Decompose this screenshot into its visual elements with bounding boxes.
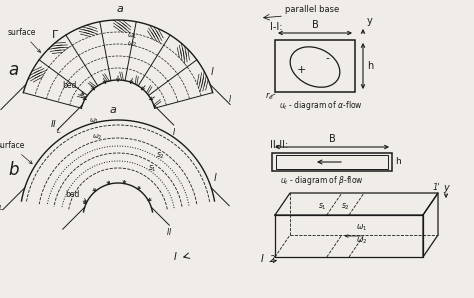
Text: $L$: $L$ [56,126,62,135]
Text: bed: bed [65,190,86,201]
Text: I-I:: I-I: [270,22,283,32]
Text: h: h [395,158,401,167]
Text: $\omega_2$: $\omega_2$ [91,133,102,142]
Text: $\omega_1$: $\omega_1$ [356,223,368,233]
Text: $u_t$ - diagram of $\alpha$-flow: $u_t$ - diagram of $\alpha$-flow [279,99,363,112]
Text: -: - [325,53,329,63]
Text: a: a [117,4,123,14]
Text: $\omega_1$: $\omega_1$ [90,117,100,126]
Text: B: B [311,20,319,30]
Text: $I$: $I$ [173,250,178,262]
Text: $L$: $L$ [0,203,3,212]
Text: $II$: $II$ [50,118,57,129]
Text: $\omega_1$: $\omega_1$ [127,32,137,41]
Text: $s_1$: $s_1$ [148,164,157,174]
Text: h: h [367,61,373,71]
Text: $u_t$ - diagram of $\beta$-flow: $u_t$ - diagram of $\beta$-flow [280,174,364,187]
Text: y: y [367,16,373,26]
Text: surface: surface [8,28,40,52]
Text: $I$: $I$ [260,252,264,264]
Text: $\Gamma$: $\Gamma$ [51,28,59,40]
Text: 2: 2 [270,255,275,264]
Text: a: a [109,105,117,115]
Text: $s_2$: $s_2$ [340,202,349,212]
Text: $\omega_2$: $\omega_2$ [356,235,368,246]
Text: $l$: $l$ [210,65,215,77]
Text: $r_e$: $r_e$ [265,90,274,102]
Text: $s_1$: $s_1$ [319,202,327,212]
Text: $I$: $I$ [228,94,232,105]
Text: surface: surface [0,141,32,164]
Text: +: + [296,65,306,75]
Bar [275,40,355,92]
Text: parallel base: parallel base [285,5,339,14]
Text: $\omega_2$: $\omega_2$ [127,40,137,49]
Text: b: b [8,161,18,179]
Bar [272,153,392,171]
Text: 1': 1' [433,183,441,192]
Text: $l$: $l$ [213,171,218,183]
Bar [276,155,388,169]
Text: bed: bed [62,81,84,94]
Text: $II$: $II$ [166,226,173,237]
Text: $s_2$: $s_2$ [156,151,165,161]
Text: B: B [328,134,336,144]
Text: II-II:: II-II: [270,140,288,150]
Text: a: a [8,61,18,79]
Text: $I$: $I$ [172,126,176,137]
Text: y: y [443,183,449,193]
